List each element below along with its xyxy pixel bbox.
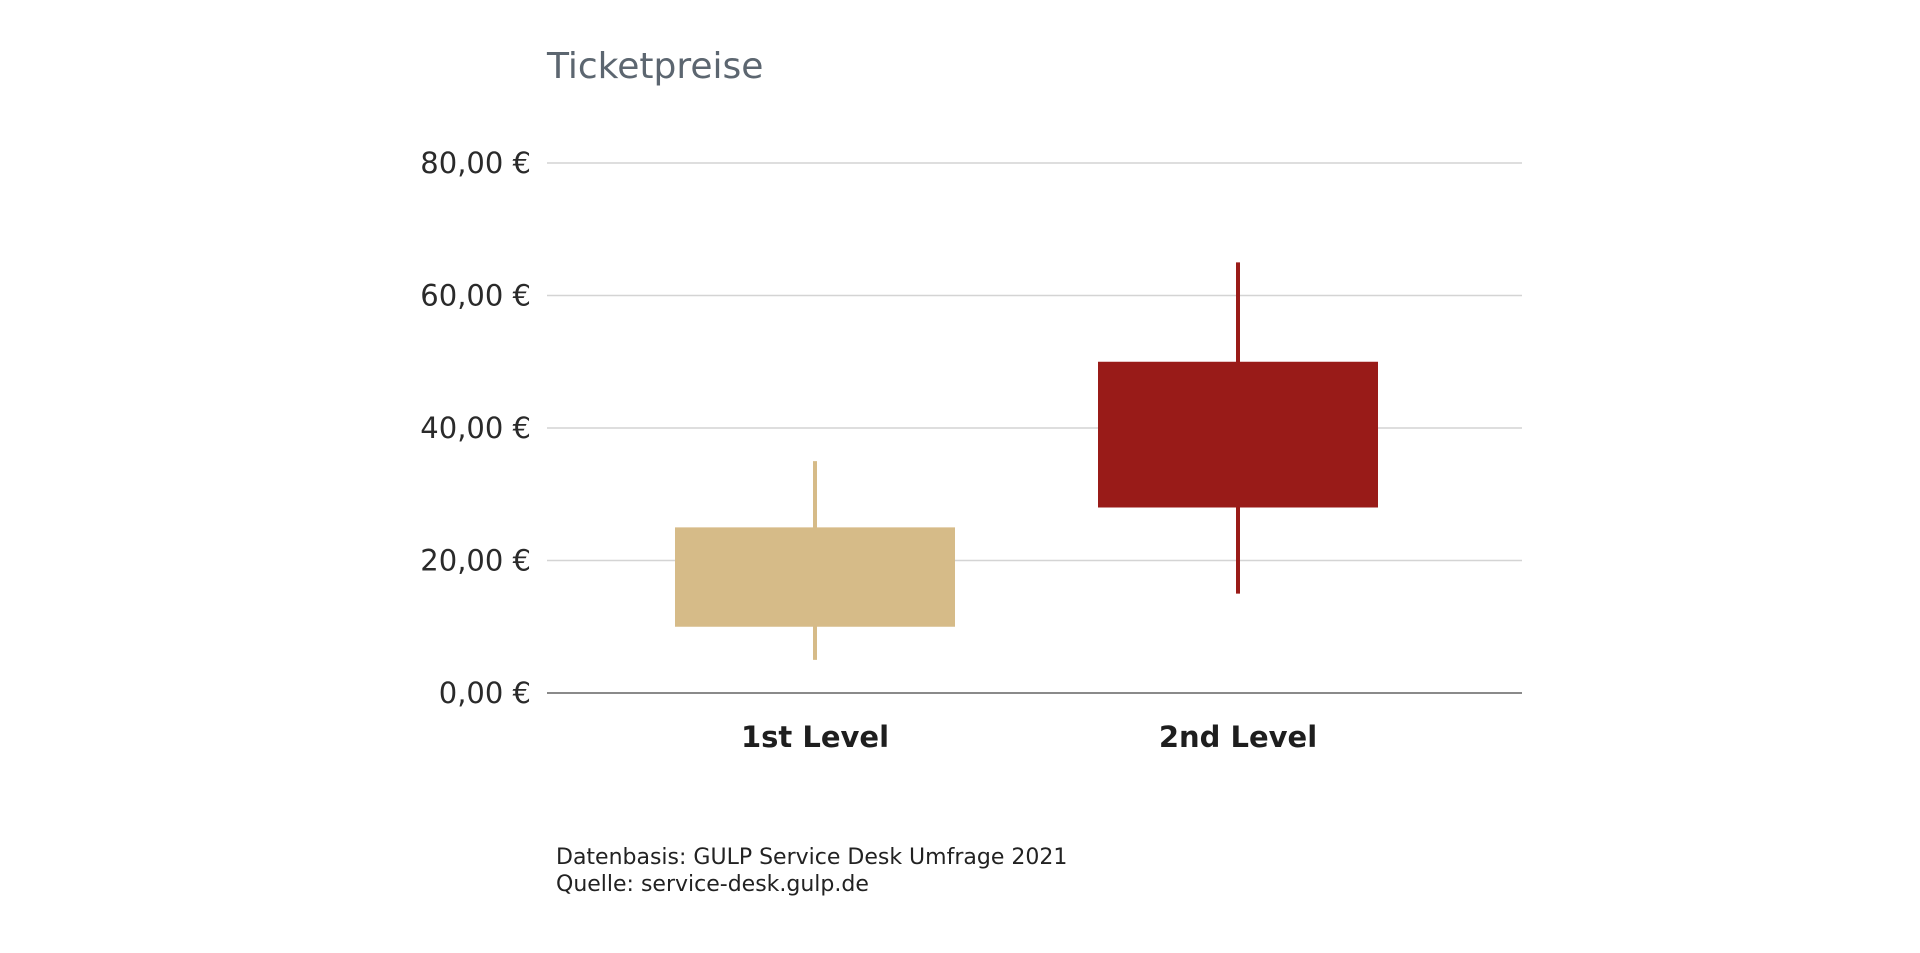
y-tick-label: 80,00 € <box>420 146 531 180</box>
y-tick-label: 0,00 € <box>439 676 531 710</box>
box <box>1098 361 1378 508</box>
y-tick-label: 60,00 € <box>420 279 531 313</box>
footnote: Datenbasis: GULP Service Desk Umfrage 20… <box>556 844 1067 898</box>
footnote-source: Quelle: service-desk.gulp.de <box>556 872 869 897</box>
chart-title: Ticketpreise <box>547 46 764 87</box>
y-tick-label: 20,00 € <box>420 544 531 578</box>
box <box>675 527 955 627</box>
x-category-label: 2nd Level <box>1159 720 1317 754</box>
y-tick-label: 40,00 € <box>420 411 531 445</box>
footnote-data-basis: Datenbasis: GULP Service Desk Umfrage 20… <box>556 845 1068 870</box>
x-category-label: 1st Level <box>741 720 889 754</box>
